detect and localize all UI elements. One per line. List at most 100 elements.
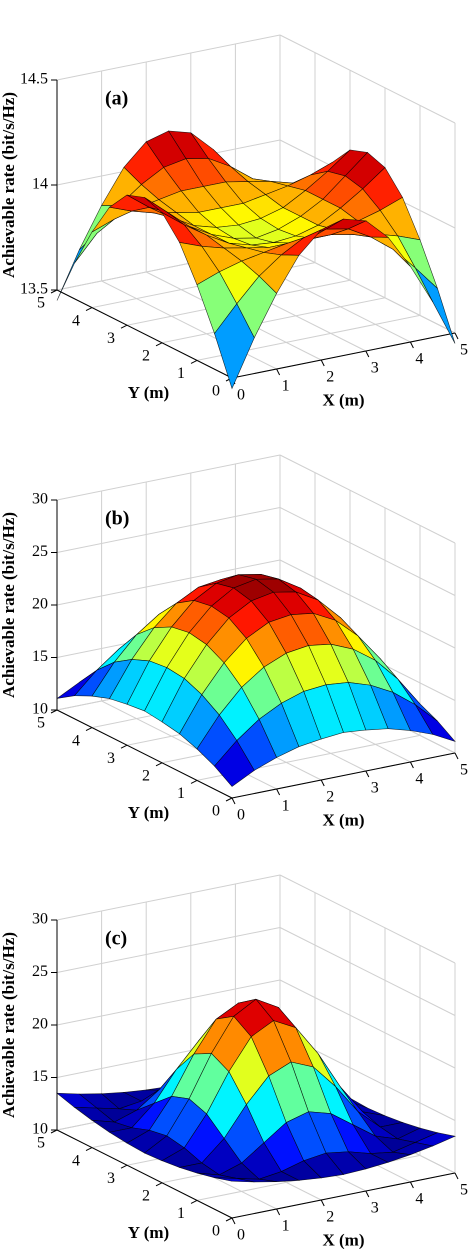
tick-mark: [409, 1181, 414, 1189]
x-tick-label: 0: [237, 1227, 245, 1244]
x-tick-label: 1: [282, 378, 290, 395]
grid-line: [161, 297, 386, 344]
z-tick-label: 20: [32, 596, 48, 613]
grid-line: [279, 979, 456, 1069]
x-axis-label: X (m): [322, 810, 364, 829]
z-tick-label: 10: [32, 701, 48, 718]
y-tick-label: 5: [37, 1135, 45, 1152]
z-axis-label: Achievable rate (bit/s/Hz): [0, 92, 18, 278]
y-tick-label: 2: [142, 1187, 150, 1204]
z-tick-label: 25: [32, 543, 48, 560]
panel-label: (b): [105, 508, 129, 530]
tick-mark: [365, 770, 370, 778]
tick-mark: [85, 1147, 93, 1152]
tick-mark: [231, 1217, 236, 1225]
surface-patch: [214, 303, 255, 390]
y-tick-label: 3: [107, 750, 115, 767]
x-tick-label: 1: [282, 1218, 290, 1235]
tick-mark: [276, 1208, 281, 1216]
y-tick-label: 0: [212, 803, 220, 820]
z-tick-label: 13.5: [20, 281, 48, 298]
x-tick-label: 2: [326, 789, 334, 806]
surface-patch: [214, 1177, 255, 1183]
surface-patch: [397, 235, 438, 289]
tick-mark: [276, 368, 281, 376]
tick-mark: [120, 1164, 128, 1169]
y-tick-label: 0: [212, 383, 220, 400]
z-tick-label: 15: [32, 1068, 48, 1085]
x-axis-label: X (m): [322, 390, 364, 409]
x-tick-label: 3: [371, 360, 379, 377]
tick-mark: [409, 341, 414, 349]
y-tick-label: 1: [177, 365, 185, 382]
tick-mark: [85, 727, 93, 732]
grid-line: [56, 454, 281, 501]
x-axis: [231, 332, 456, 379]
grid-line: [279, 244, 456, 334]
x-tick-label: 1: [282, 798, 290, 815]
x-tick-label: 4: [415, 1191, 423, 1208]
y-axis: [56, 1129, 233, 1219]
grid-line: [101, 280, 277, 370]
grid-line: [279, 559, 456, 649]
x-tick-label: 2: [326, 1209, 334, 1226]
y-tick-label: 0: [212, 1223, 220, 1240]
grid-line: [56, 34, 281, 81]
grid-line: [279, 34, 456, 124]
x-axis: [231, 752, 456, 799]
grid-line: [279, 874, 456, 964]
z-tick-label: 10: [32, 1121, 48, 1138]
tick-mark: [276, 788, 281, 796]
y-tick-label: 2: [142, 347, 150, 364]
z-tick-label: 15: [32, 648, 48, 665]
tick-mark: [365, 350, 370, 358]
x-tick-label: 3: [371, 1200, 379, 1217]
y-tick-label: 1: [177, 785, 185, 802]
panel-label: (c): [105, 928, 127, 950]
surface-patch: [214, 740, 255, 787]
y-tick-label: 3: [107, 330, 115, 347]
tick-mark: [190, 359, 198, 364]
tick-mark: [155, 342, 163, 347]
y-tick-label: 3: [107, 1170, 115, 1187]
y-tick-label: 4: [72, 1152, 80, 1169]
z-tick-label: 30: [32, 911, 48, 928]
x-tick-label: 4: [415, 351, 423, 368]
x-tick-label: 5: [460, 1182, 468, 1199]
z-tick-label: 14: [32, 176, 48, 193]
grid-line: [56, 927, 281, 973]
y-tick-label: 2: [142, 767, 150, 784]
tick-mark: [225, 1217, 233, 1222]
x-tick-label: 4: [415, 771, 423, 788]
x-tick-label: 2: [326, 369, 334, 386]
tick-mark: [120, 744, 128, 749]
panel-label: (a): [105, 88, 128, 110]
z-axis-label: Achievable rate (bit/s/Hz): [0, 512, 18, 698]
x-axis: [231, 1172, 456, 1219]
tick-mark: [320, 359, 325, 367]
z-tick-label: 25: [32, 963, 48, 980]
tick-mark: [190, 779, 198, 784]
y-tick-label: 4: [72, 732, 80, 749]
grid-line: [56, 559, 281, 606]
grid-line: [56, 874, 281, 921]
y-axis-label: Y (m): [128, 803, 169, 822]
y-axis-label: Y (m): [128, 1223, 169, 1242]
tick-mark: [454, 332, 459, 340]
tick-mark: [231, 797, 236, 805]
tick-mark: [454, 1172, 459, 1180]
tick-mark: [155, 762, 163, 767]
y-axis: [56, 289, 233, 379]
x-tick-label: 0: [237, 387, 245, 404]
x-tick-label: 3: [371, 780, 379, 797]
tick-mark: [320, 1199, 325, 1207]
grid-line: [279, 927, 456, 1016]
tick-mark: [454, 752, 459, 760]
y-axis-label: Y (m): [128, 383, 169, 402]
x-tick-label: 5: [460, 762, 468, 779]
grid-line: [56, 507, 281, 553]
